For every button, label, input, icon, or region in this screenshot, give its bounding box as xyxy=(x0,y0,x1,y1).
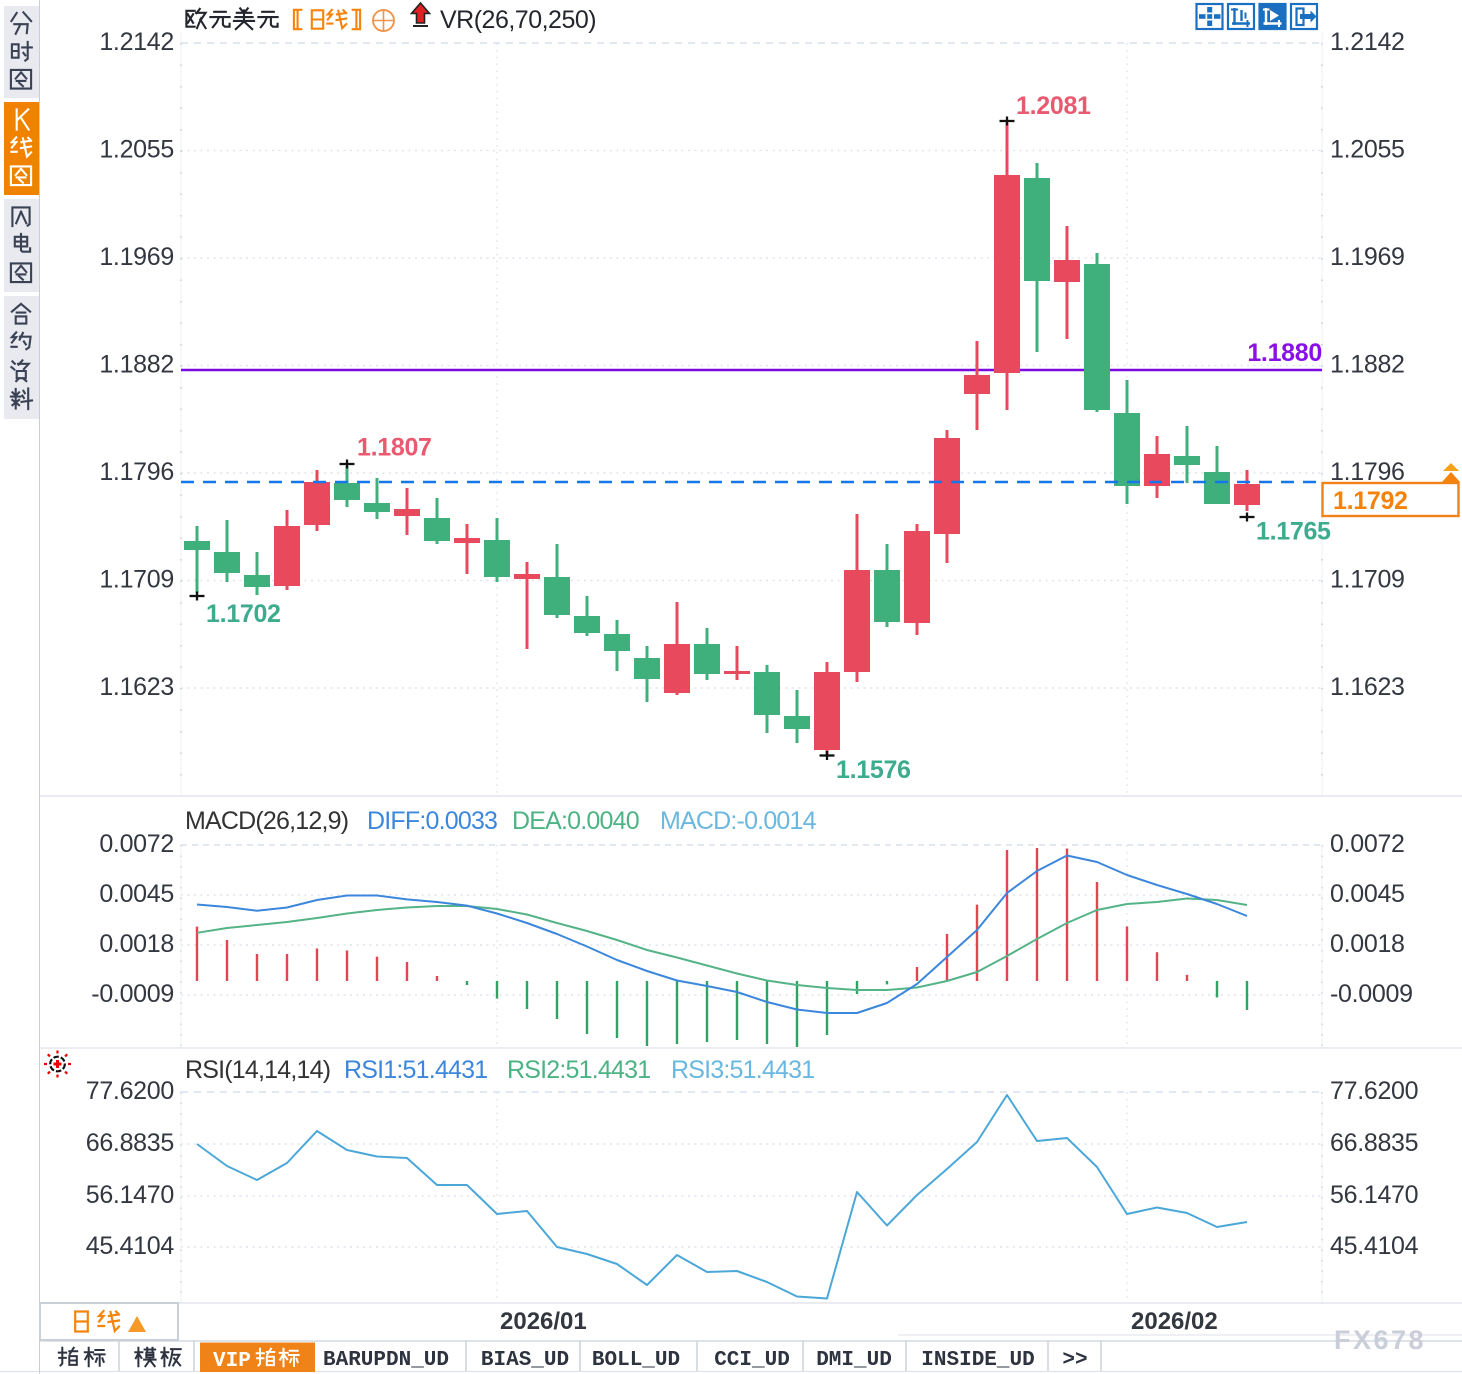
svg-text:1.1623: 1.1623 xyxy=(1330,673,1405,701)
svg-text:56.1470: 56.1470 xyxy=(1330,1181,1418,1209)
svg-text:CCI_UD: CCI_UD xyxy=(714,1349,790,1372)
svg-text:DIFF:0.0033: DIFF:0.0033 xyxy=(367,807,497,835)
svg-text:0.0072: 0.0072 xyxy=(99,830,174,858)
svg-text:1.1792: 1.1792 xyxy=(1333,487,1408,515)
svg-text:0.0018: 0.0018 xyxy=(1330,930,1405,958)
svg-text:BARUPDN_UD: BARUPDN_UD xyxy=(323,1349,449,1372)
svg-text:DEA:0.0040: DEA:0.0040 xyxy=(512,807,639,835)
svg-text:DMI_UD: DMI_UD xyxy=(816,1349,892,1372)
svg-text:77.6200: 77.6200 xyxy=(86,1077,174,1105)
svg-text:RSI(14,14,14): RSI(14,14,14) xyxy=(185,1056,330,1084)
svg-text:56.1470: 56.1470 xyxy=(86,1181,174,1209)
svg-text:1.1796: 1.1796 xyxy=(1330,458,1405,486)
svg-text:1.1796: 1.1796 xyxy=(99,458,174,486)
svg-text:>>: >> xyxy=(1062,1349,1087,1372)
svg-text:1.1576: 1.1576 xyxy=(836,756,911,784)
svg-text:0.0072: 0.0072 xyxy=(1330,830,1405,858)
svg-text:1.2055: 1.2055 xyxy=(99,136,174,164)
svg-text:0.0045: 0.0045 xyxy=(99,880,174,908)
svg-text:1.1969: 1.1969 xyxy=(1330,243,1405,271)
svg-text:RSI3:51.4431: RSI3:51.4431 xyxy=(671,1056,814,1084)
svg-text:66.8835: 66.8835 xyxy=(1330,1129,1418,1157)
svg-text:-0.0009: -0.0009 xyxy=(1330,980,1413,1008)
svg-text:1.1702: 1.1702 xyxy=(206,600,281,628)
svg-text:RSI2:51.4431: RSI2:51.4431 xyxy=(507,1056,650,1084)
svg-text:VR(26,70,250): VR(26,70,250) xyxy=(440,6,596,34)
svg-text:BIAS_UD: BIAS_UD xyxy=(481,1349,569,1372)
svg-text:2026/01: 2026/01 xyxy=(500,1308,587,1335)
svg-text:1.1709: 1.1709 xyxy=(99,566,174,594)
svg-text:1.1623: 1.1623 xyxy=(99,673,174,701)
svg-text:-0.0009: -0.0009 xyxy=(91,980,174,1008)
svg-text:INSIDE_UD: INSIDE_UD xyxy=(921,1349,1034,1372)
svg-text:MACD(26,12,9): MACD(26,12,9) xyxy=(185,807,348,835)
svg-text:1.1765: 1.1765 xyxy=(1256,518,1331,546)
svg-text:VIP: VIP xyxy=(213,1350,251,1373)
svg-text:MACD:-0.0014: MACD:-0.0014 xyxy=(660,807,817,835)
svg-text:77.6200: 77.6200 xyxy=(1330,1077,1418,1105)
svg-text:1.2142: 1.2142 xyxy=(1330,28,1405,56)
svg-text:1.1880: 1.1880 xyxy=(1247,339,1322,367)
svg-text:RSI1:51.4431: RSI1:51.4431 xyxy=(344,1056,487,1084)
svg-text:1.1882: 1.1882 xyxy=(1330,351,1405,379)
svg-text:1.1709: 1.1709 xyxy=(1330,566,1405,594)
svg-text:45.4104: 45.4104 xyxy=(1330,1232,1419,1260)
svg-text:1.2081: 1.2081 xyxy=(1016,92,1091,120)
svg-text:1.1969: 1.1969 xyxy=(99,243,174,271)
svg-text:1.1807: 1.1807 xyxy=(357,434,432,462)
svg-text:1.2142: 1.2142 xyxy=(99,28,174,56)
svg-text:FX678: FX678 xyxy=(1334,1325,1426,1355)
svg-text:66.8835: 66.8835 xyxy=(86,1129,174,1157)
svg-text:BOLL_UD: BOLL_UD xyxy=(592,1349,680,1372)
svg-text:0.0018: 0.0018 xyxy=(99,930,174,958)
svg-text:2026/02: 2026/02 xyxy=(1131,1308,1218,1335)
svg-text:1.1882: 1.1882 xyxy=(99,351,174,379)
svg-text:0.0045: 0.0045 xyxy=(1330,880,1405,908)
svg-text:1.2055: 1.2055 xyxy=(1330,136,1405,164)
svg-text:45.4104: 45.4104 xyxy=(86,1232,175,1260)
